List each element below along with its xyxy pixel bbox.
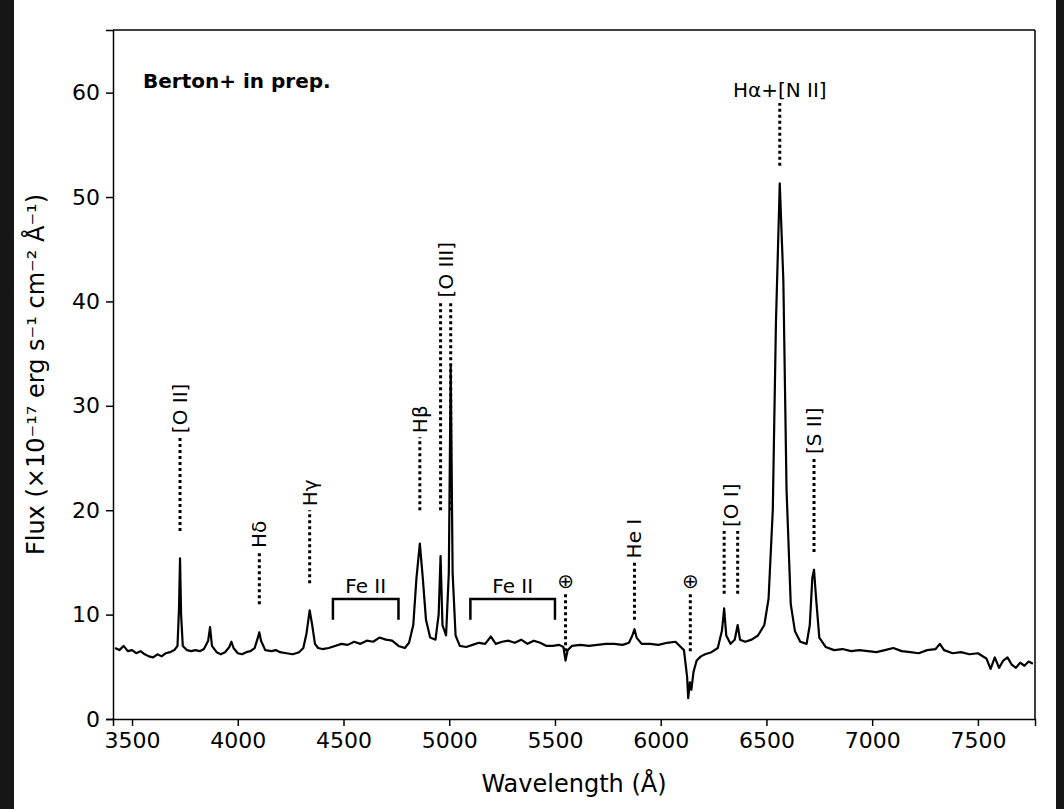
annotation-bracket <box>333 599 399 620</box>
x-axis-title: Wavelength (Å) <box>481 769 666 798</box>
spectrum-line <box>115 183 1033 698</box>
tick-label: 7500 <box>950 728 1006 753</box>
tick-mark <box>106 301 113 303</box>
annotation-label: [O I] <box>719 483 743 527</box>
annotation-label: ⊕ <box>557 569 574 593</box>
annotation-line <box>813 458 816 552</box>
annotation-label: Hβ <box>408 405 432 433</box>
annotation-label: Fe II <box>492 574 533 598</box>
tick-label: 6000 <box>633 728 689 753</box>
tick-mark <box>238 719 240 726</box>
annotation-line <box>736 531 739 594</box>
annotation-line <box>308 510 311 583</box>
tick-mark <box>555 719 557 726</box>
tick-mark <box>449 719 451 726</box>
tick: 4500 <box>316 719 372 753</box>
tick: 60 <box>72 80 113 105</box>
annotations: Berton+ in prep. [O II] Hδ Hγ Fe II Hβ [O III]… <box>143 69 827 651</box>
annotation-label: ⊕ <box>682 569 699 593</box>
tick: 6500 <box>739 719 795 753</box>
annotation-label: [S II] <box>802 408 826 454</box>
annotation-line <box>723 531 726 594</box>
tick: 4000 <box>210 719 266 753</box>
tick-label: 0 <box>86 707 100 732</box>
tick-label: 20 <box>72 498 100 523</box>
tick-label: 4000 <box>210 728 266 753</box>
tick: 20 <box>72 498 113 523</box>
tick-mark <box>660 719 662 726</box>
annotation-line <box>439 301 442 510</box>
annotation-label: Hγ <box>298 479 322 506</box>
axis-line <box>114 720 1036 727</box>
annotation-line <box>258 552 261 604</box>
tick-mark <box>106 614 113 616</box>
tick-mark <box>872 719 874 726</box>
plot-area <box>115 183 1033 698</box>
annotation-line <box>179 437 182 531</box>
tick: 7500 <box>950 719 1006 753</box>
chart: 3500 4000 4500 5000 5500 6000 6500 7000 7500 0 10 2… <box>0 0 1064 809</box>
tick-mark <box>106 92 113 94</box>
tick-label: 6500 <box>739 728 795 753</box>
annotation-label: Fe II <box>345 574 386 598</box>
annotation-label: [O III] <box>434 242 458 297</box>
tick-label: 30 <box>72 393 100 418</box>
tick: 5000 <box>422 719 478 753</box>
tick: 6000 <box>633 719 689 753</box>
y-axis-title: Flux (×10⁻¹⁷ erg s⁻¹ cm⁻² Å⁻¹) <box>21 194 50 555</box>
y-axis: 0 10 20 30 40 50 60 <box>72 31 114 732</box>
axis-line <box>106 31 114 720</box>
tick-mark <box>766 719 768 726</box>
annotation-line <box>778 103 781 166</box>
tick-mark <box>106 510 113 512</box>
annotation-label: Hα+[N II] <box>733 78 827 102</box>
tick: 5500 <box>527 719 583 753</box>
tick: 10 <box>72 602 113 627</box>
x-axis: 3500 4000 4500 5000 5500 6000 6500 7000 7500 <box>105 719 1036 753</box>
annotation-label: He I <box>622 519 646 559</box>
tick-mark <box>978 719 980 726</box>
tick-label: 7000 <box>845 728 901 753</box>
tick-mark <box>106 719 113 721</box>
annotation-label: [O II] <box>168 384 192 434</box>
tick: 0 <box>86 707 113 732</box>
tick: 50 <box>72 185 113 210</box>
tick-mark <box>106 406 113 408</box>
tick: 30 <box>72 393 113 418</box>
annotation-label: Hδ <box>247 521 271 548</box>
annotation-line <box>449 301 452 510</box>
tick-label: 5000 <box>422 728 478 753</box>
annotation-line <box>564 594 567 651</box>
tick-label: 5500 <box>527 728 583 753</box>
figure-background <box>14 0 1056 809</box>
annotation-line <box>418 437 421 510</box>
annotation-text: Berton+ in prep. <box>143 69 331 93</box>
tick-mark <box>132 719 134 726</box>
tick-label: 4500 <box>316 728 372 753</box>
tick-mark <box>106 197 113 199</box>
tick-label: 60 <box>72 80 100 105</box>
tick-label: 10 <box>72 602 100 627</box>
annotation-bracket <box>470 599 555 620</box>
tick-label: 3500 <box>105 728 161 753</box>
tick-mark <box>343 719 345 726</box>
frame <box>113 29 1035 31</box>
tick: 40 <box>72 289 113 314</box>
tick-label: 50 <box>72 185 100 210</box>
annotation-line <box>633 562 636 619</box>
tick-label: 40 <box>72 289 100 314</box>
tick: 7000 <box>845 719 901 753</box>
annotation-line <box>689 594 692 651</box>
frame <box>1034 30 1036 719</box>
tick: 3500 <box>105 719 161 753</box>
